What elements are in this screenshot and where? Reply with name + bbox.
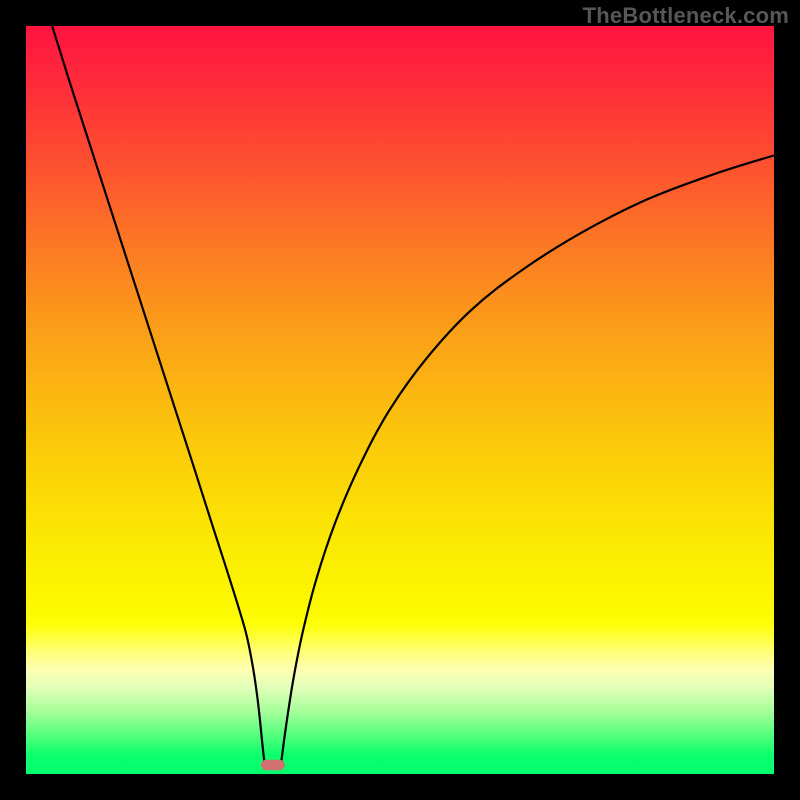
gradient-background (26, 26, 774, 774)
plot-area (26, 26, 774, 774)
bottleneck-marker (261, 760, 285, 770)
chart-frame (26, 26, 774, 774)
chart-svg (26, 26, 774, 774)
watermark-label: TheBottleneck.com (583, 3, 789, 29)
